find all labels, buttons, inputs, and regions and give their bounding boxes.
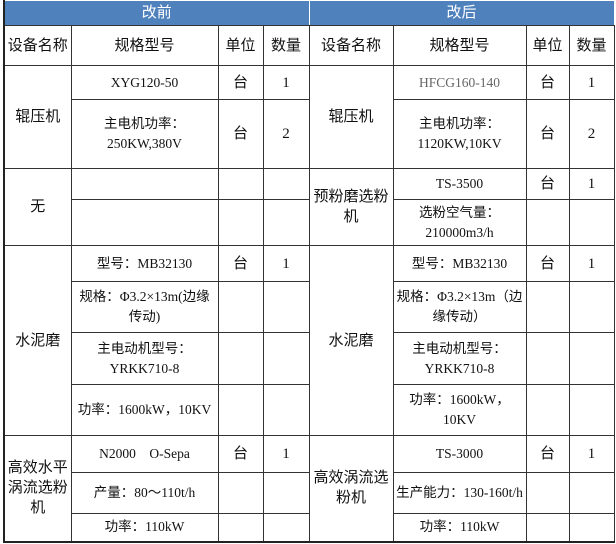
col-header-name: 设备名称 <box>308 25 394 66</box>
before-spec-cell: XYG120-50 <box>70 65 219 100</box>
col-header-unit: 单位 <box>525 25 570 66</box>
col-header-spec: 规格型号 <box>70 25 219 66</box>
after-spec-cell: HFCG160-140 <box>392 65 527 100</box>
before-qty-cell: 1 <box>262 65 310 100</box>
section-header-row: 改前 改后 <box>3 0 615 26</box>
after-spec-cell: TS-3500 <box>392 168 527 200</box>
after-spec-cell: 主电机功率：1120KW,10KV <box>392 99 527 169</box>
after-unit-cell <box>525 199 570 246</box>
before-qty-cell <box>262 281 310 333</box>
after-unit-cell <box>525 472 570 514</box>
col-header-name: 设备名称 <box>3 25 72 66</box>
table-row: 主电动机型号：YRKK710-8 主电动机型号：YRKK710-8 <box>4 332 615 385</box>
after-qty-cell <box>568 332 615 385</box>
after-header: 改后 <box>308 0 615 26</box>
after-unit-cell <box>525 281 570 333</box>
after-spec-cell: 主电动机型号：YRKK710-8 <box>392 332 527 385</box>
before-equipment-name: 辊压机 <box>3 65 72 169</box>
after-unit-cell <box>525 384 570 436</box>
before-equipment-name: 无 <box>3 168 72 246</box>
after-spec-cell: 选粉空气量：210000m3/h <box>392 199 527 246</box>
before-unit-cell <box>217 332 264 385</box>
after-unit-cell: 台 <box>525 65 570 100</box>
before-header: 改前 <box>3 0 310 26</box>
table-row: 功率：110kW 功率：110kW <box>4 513 615 542</box>
before-unit-cell: 台 <box>217 245 264 282</box>
after-qty-cell <box>568 513 615 542</box>
after-qty-cell <box>568 199 615 246</box>
after-qty-cell: 1 <box>568 65 615 100</box>
after-equipment-name: 高效涡流选粉机 <box>308 435 394 542</box>
before-qty-cell <box>262 168 310 200</box>
after-qty-cell: 1 <box>568 168 615 200</box>
before-unit-cell <box>217 513 264 542</box>
after-qty-cell <box>568 384 615 436</box>
before-unit-cell: 台 <box>217 99 264 169</box>
after-unit-cell: 台 <box>525 435 570 473</box>
before-spec-cell: 主电机功率：250KW,380V <box>70 99 219 169</box>
after-qty-cell: 1 <box>568 435 615 473</box>
before-spec-cell: 功率：110kW <box>70 513 219 542</box>
before-spec-cell <box>70 199 219 246</box>
after-equipment-name: 预粉磨选粉机 <box>308 168 394 246</box>
before-unit-cell <box>217 384 264 436</box>
after-equipment-name: 辊压机 <box>308 65 394 169</box>
before-qty-cell <box>262 199 310 246</box>
after-unit-cell: 台 <box>525 99 570 169</box>
before-qty-cell <box>262 472 310 514</box>
before-spec-cell: 型号：MB32130 <box>70 245 219 282</box>
before-spec-cell: 功率：1600kW，10KV <box>70 384 219 436</box>
before-spec-cell: 产量：80～110t/h <box>70 472 219 514</box>
table-row: 主电机功率：250KW,380V 台 2 主电机功率：1120KW,10KV 台 2 <box>4 99 615 169</box>
column-header-row: 设备名称 规格型号 单位 数量 设备名称 规格型号 单位 数量 <box>3 25 615 66</box>
after-unit-cell: 台 <box>525 168 570 200</box>
before-unit-cell <box>217 168 264 200</box>
col-header-qty: 数量 <box>568 25 615 66</box>
after-qty-cell: 2 <box>568 99 615 169</box>
col-header-spec: 规格型号 <box>392 25 527 66</box>
before-spec-cell: N2000 O-Sepa <box>70 435 219 473</box>
table-row: 功率：1600kW，10KV 功率：1600kW，10KV <box>4 384 615 436</box>
before-qty-cell: 1 <box>262 435 310 473</box>
before-equipment-name: 高效水平涡流选粉机 <box>3 435 72 542</box>
before-qty-cell <box>262 384 310 436</box>
before-unit-cell: 台 <box>217 435 264 473</box>
after-spec-cell: 规格：Φ3.2×13m（边缘传动） <box>392 281 527 333</box>
before-unit-cell: 台 <box>217 65 264 100</box>
before-unit-cell <box>217 472 264 514</box>
after-spec-cell: TS-3000 <box>392 435 527 473</box>
before-spec-cell <box>70 168 219 200</box>
after-qty-cell <box>568 281 615 333</box>
table-row: 无 预粉磨选粉机 TS-3500 台 1 <box>3 168 615 246</box>
table-row: 高效水平涡流选粉机 N2000 O-Sepa 台 1 高效涡流选粉机 TS-3000 台 1 <box>3 435 615 542</box>
after-unit-cell <box>525 332 570 385</box>
col-header-unit: 单位 <box>217 25 264 66</box>
before-unit-cell <box>217 281 264 333</box>
before-spec-cell: 规格：Φ3.2×13m(边缘传动) <box>70 281 219 333</box>
before-spec-cell: 主电动机型号：YRKK710-8 <box>70 332 219 385</box>
table-row: 水泥磨 型号：MB32130 台 1 水泥磨 型号：MB32130 台 1 <box>3 245 615 436</box>
before-unit-cell <box>217 199 264 246</box>
after-unit-cell <box>525 513 570 542</box>
after-spec-cell: 生产能力：130-160t/h <box>392 472 527 514</box>
before-qty-cell <box>262 513 310 542</box>
before-qty-cell: 1 <box>262 245 310 282</box>
equipment-comparison-table: 改前 改后 设备名称 规格型号 单位 数量 设备名称 规格型号 单位 数量 辊压… <box>3 0 615 543</box>
after-qty-cell <box>568 472 615 514</box>
after-unit-cell: 台 <box>525 245 570 282</box>
after-spec-cell: 型号：MB32130 <box>392 245 527 282</box>
after-spec-cell: 功率：110kW <box>392 513 527 542</box>
after-qty-cell: 1 <box>568 245 615 282</box>
after-spec-cell: 功率：1600kW，10KV <box>392 384 527 436</box>
table-row: 辊压机 XYG120-50 台 1 辊压机 HFCG160-140 台 1 <box>3 65 615 169</box>
before-qty-cell: 2 <box>262 99 310 169</box>
before-equipment-name: 水泥磨 <box>3 245 72 436</box>
after-equipment-name: 水泥磨 <box>308 245 394 436</box>
before-qty-cell <box>262 332 310 385</box>
col-header-qty: 数量 <box>262 25 310 66</box>
